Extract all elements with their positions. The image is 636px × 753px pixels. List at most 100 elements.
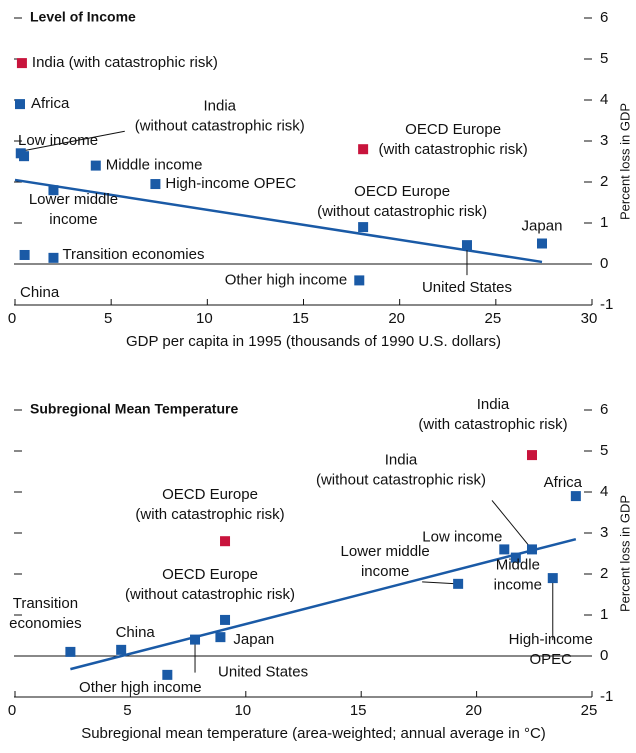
y-tick-label: 2	[600, 565, 608, 582]
point	[190, 634, 201, 645]
x-tick-label: 5	[123, 702, 131, 719]
point-label: India (with catastrophic risk)	[32, 54, 218, 71]
point-label: OECD Europe	[162, 486, 258, 503]
point-label: India	[204, 97, 237, 114]
y-tick-label: 2	[600, 173, 608, 190]
point-label: Lower middle	[29, 191, 118, 208]
x-tick-label: 25	[581, 702, 598, 719]
point	[499, 544, 510, 555]
y-tick-label: 3	[600, 132, 608, 149]
point-label: (without catastrophic risk)	[317, 203, 487, 220]
point-label: Other high income	[225, 271, 348, 288]
point	[48, 252, 59, 263]
x-tick-label: 5	[104, 310, 112, 327]
point-label: OPEC	[530, 651, 573, 668]
point	[65, 646, 76, 657]
y-tick-label: 4	[600, 483, 608, 500]
point-label: Lower middle	[341, 543, 430, 560]
point	[16, 58, 27, 69]
point	[358, 222, 369, 233]
point-label: China	[116, 624, 156, 641]
point-label: Japan	[233, 631, 274, 648]
point-label: economies	[9, 615, 82, 632]
point-label: China	[20, 284, 60, 301]
y-tick-label: 5	[600, 442, 608, 459]
point	[116, 644, 127, 655]
point-label: Africa	[31, 95, 70, 112]
point	[215, 632, 226, 643]
point-label: Low income	[422, 528, 502, 545]
point-label: Middle income	[106, 157, 203, 174]
point-label: OECD Europe	[162, 566, 258, 583]
point	[461, 240, 472, 251]
point-label: Transition	[13, 595, 78, 612]
point-label: (with catastrophic risk)	[418, 416, 567, 433]
x-axis-label: GDP per capita in 1995 (thousands of 199…	[126, 333, 501, 350]
point-label: income	[494, 577, 542, 594]
point	[510, 552, 521, 563]
point-label: Africa	[544, 474, 583, 491]
point-label: Middle	[496, 557, 540, 574]
point	[358, 144, 369, 155]
point-label: income	[49, 211, 97, 228]
point-label: income	[361, 563, 409, 580]
x-tick-label: 20	[388, 310, 405, 327]
y-axis-label: Percent loss in GDP	[617, 495, 632, 612]
point-label: United States	[422, 279, 512, 296]
x-tick-label: 15	[350, 702, 367, 719]
y-tick-label: 3	[600, 524, 608, 541]
point	[526, 544, 537, 555]
leader-line	[491, 500, 533, 550]
y-tick-label: -1	[600, 296, 613, 313]
point-label: Low income	[18, 132, 98, 149]
point	[547, 573, 558, 584]
point-label: India	[385, 451, 418, 468]
chart-title: Level of Income	[30, 9, 136, 25]
point-label: High-income	[509, 631, 593, 648]
point-label: (with catastrophic risk)	[135, 506, 284, 523]
y-tick-label: 4	[600, 91, 608, 108]
point	[48, 185, 59, 196]
leader-line	[20, 130, 125, 152]
y-tick-label: 1	[600, 214, 608, 231]
point	[220, 536, 231, 547]
point-label: Japan	[522, 217, 563, 234]
point-label: Other high income	[79, 679, 202, 696]
point	[570, 491, 581, 502]
x-tick-label: 10	[196, 310, 213, 327]
point-label: United States	[218, 664, 308, 681]
y-tick-label: 0	[600, 255, 608, 272]
point-label: OECD Europe	[405, 121, 501, 138]
x-tick-label: 25	[484, 310, 501, 327]
point-label: OECD Europe	[354, 183, 450, 200]
point	[19, 151, 30, 162]
point	[90, 160, 101, 171]
x-tick-label: 15	[292, 310, 309, 327]
point	[150, 179, 161, 190]
y-tick-label: 1	[600, 606, 608, 623]
x-tick-label: 30	[581, 310, 598, 327]
point	[162, 669, 173, 680]
point-label: (without catastrophic risk)	[316, 471, 486, 488]
point	[526, 450, 537, 461]
x-axis-label: Subregional mean temperature (area-weigh…	[81, 725, 546, 742]
x-tick-label: 10	[234, 702, 251, 719]
leader-line	[422, 581, 459, 585]
trend-line	[70, 537, 577, 671]
point-label: India	[477, 396, 510, 413]
y-tick-label: -1	[600, 688, 613, 705]
point-label: (without catastrophic risk)	[135, 117, 305, 134]
y-tick-label: 6	[600, 9, 608, 26]
y-axis-label: Percent loss in GDP	[617, 103, 632, 220]
point	[536, 238, 547, 249]
point-label: High-income OPEC	[165, 175, 296, 192]
point	[220, 614, 231, 625]
x-tick-label: 0	[8, 310, 16, 327]
y-tick-label: 0	[600, 647, 608, 664]
point-label: (with catastrophic risk)	[379, 141, 528, 158]
point	[453, 578, 464, 589]
chart-title: Subregional Mean Temperature	[30, 401, 238, 417]
y-tick-label: 6	[600, 401, 608, 418]
point	[354, 275, 365, 286]
